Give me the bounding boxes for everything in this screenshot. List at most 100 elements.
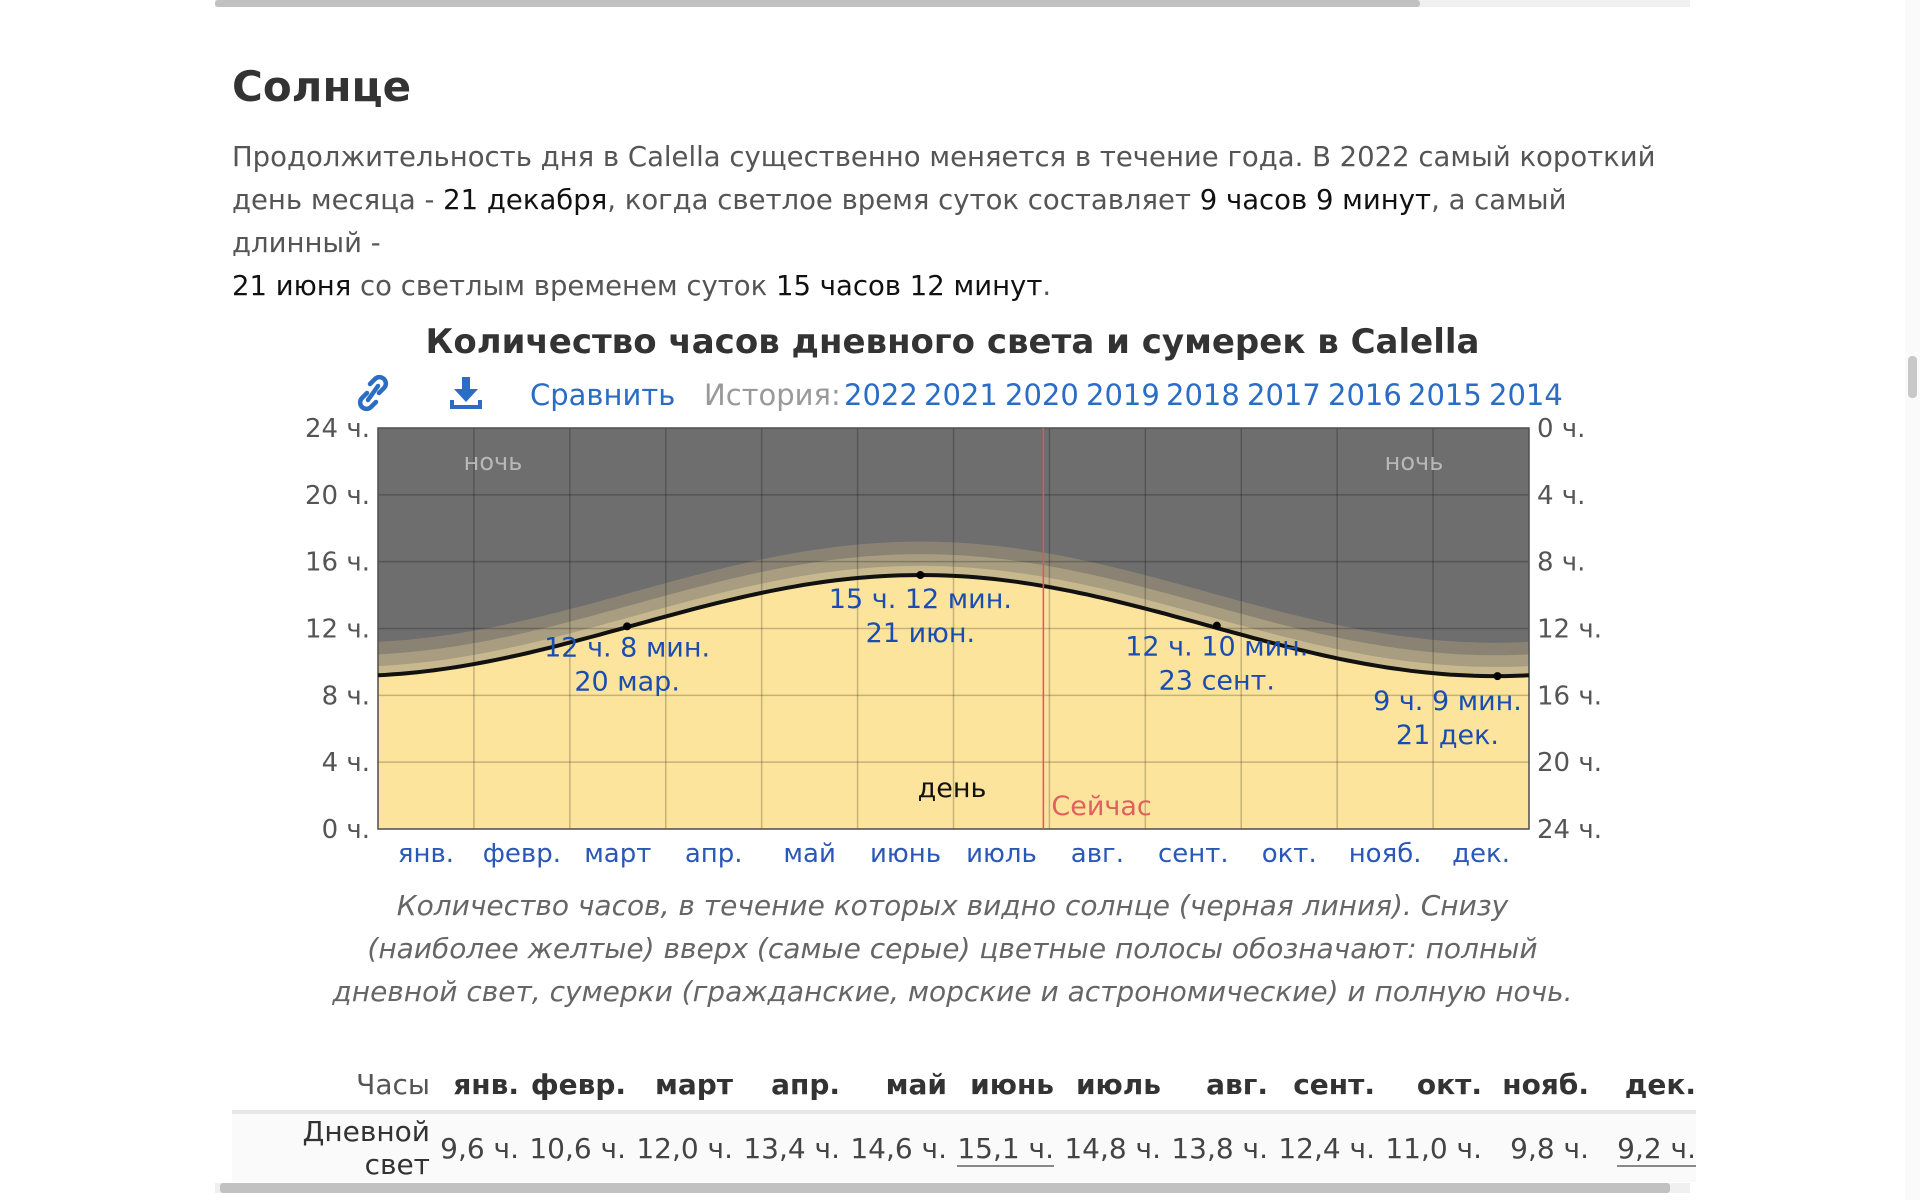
table-cell: 10,6 ч. — [529, 1131, 626, 1165]
annotation-point — [623, 622, 632, 631]
longest-day-duration: 15 часов 12 минут — [775, 270, 1043, 302]
month-header: май — [885, 1067, 947, 1101]
y-tick-label-right: 16 ч. — [1537, 681, 1602, 711]
month-header: февр. — [530, 1067, 626, 1101]
y-tick-label-right: 8 ч. — [1537, 548, 1585, 578]
link-icon[interactable] — [356, 374, 390, 419]
now-marker-label: Сейчас — [1051, 791, 1151, 822]
day-label: день — [918, 773, 987, 804]
table-cell: 12,4 ч. — [1278, 1131, 1375, 1165]
download-icon[interactable] — [448, 374, 484, 419]
chart-title: Количество часов дневного света и сумере… — [425, 322, 1480, 362]
year-link-2021[interactable]: 2021 — [924, 378, 998, 412]
y-tick-label-right: 12 ч. — [1537, 615, 1602, 645]
table-cell-min[interactable]: 9,2 ч. — [1589, 1112, 1696, 1182]
month-header: сент. — [1293, 1067, 1375, 1101]
table-cell: 9,8 ч. — [1510, 1131, 1589, 1165]
x-tick-label-month: нояб. — [1349, 839, 1422, 869]
scrollbar-thumb[interactable] — [220, 1183, 1670, 1193]
annotation-point — [916, 571, 925, 580]
table-cell: 12,0 ч. — [636, 1131, 733, 1165]
daylight-hours-line — [377, 572, 1530, 679]
month-header: нояб. — [1502, 1067, 1589, 1101]
horizontal-scrollbar-top[interactable] — [215, 0, 1690, 7]
annotation-duration: 12 ч. 8 мин. — [544, 632, 710, 663]
vertical-scrollbar[interactable] — [1905, 0, 1920, 1200]
section-title: Солнце — [232, 62, 412, 111]
month-header: апр. — [771, 1067, 840, 1101]
y-tick-label-left: 20 ч. — [305, 481, 370, 511]
month-header: июнь — [970, 1067, 1054, 1101]
chart-toolbar: Сравнить История: 2022 2021 2020 2019 20… — [0, 372, 1920, 420]
year-link-2015[interactable]: 2015 — [1408, 378, 1482, 412]
paragraph-text: со светлым временем суток — [351, 270, 776, 302]
annotation-point — [1212, 621, 1221, 630]
table-cell: 9,6 ч. — [440, 1131, 519, 1165]
month-header: июль — [1075, 1067, 1161, 1101]
horizontal-scrollbar-bottom[interactable] — [215, 1183, 1690, 1193]
y-tick-label-left: 0 ч. — [322, 815, 370, 845]
x-tick-label-month: июль — [966, 839, 1037, 869]
sun-summary-paragraph: Продолжительность дня в Calella существе… — [232, 136, 1672, 308]
paragraph-text: , а самый длинный - — [232, 184, 1567, 259]
compare-button[interactable]: Сравнить — [530, 378, 676, 412]
annotation-date: 21 июн. — [866, 618, 975, 649]
table-cell: 11,0 ч. — [1385, 1131, 1482, 1165]
month-header: авг. — [1206, 1067, 1268, 1101]
annotation-date: 20 мар. — [574, 666, 680, 697]
month-header: окт. — [1416, 1067, 1482, 1101]
annotation-date: 23 сент. — [1159, 666, 1275, 697]
paragraph-text: , когда светлое время суток составляет — [607, 184, 1200, 216]
annotation-date: 21 дек. — [1396, 720, 1499, 751]
shortest-day-duration: 9 часов 9 минут — [1199, 184, 1432, 216]
min-value-link[interactable]: 9,2 ч. — [1617, 1131, 1696, 1167]
annotation-duration: 15 ч. 12 мин. — [829, 584, 1012, 615]
x-tick-label-month: окт. — [1262, 839, 1317, 869]
year-link-2017[interactable]: 2017 — [1247, 378, 1321, 412]
year-link-2022[interactable]: 2022 — [844, 378, 918, 412]
row-label: Дневной свет — [302, 1115, 430, 1181]
y-tick-label-right: 24 ч. — [1537, 815, 1602, 845]
x-tick-label-month: сент. — [1158, 839, 1229, 869]
scrollbar-thumb[interactable] — [1908, 356, 1917, 398]
x-tick-label-month: февр. — [483, 839, 561, 869]
month-header: янв. — [453, 1067, 519, 1101]
night-label-right: ночь — [1385, 448, 1444, 476]
year-link-2014[interactable]: 2014 — [1489, 378, 1563, 412]
table-cell: 14,6 ч. — [850, 1131, 947, 1165]
y-tick-label-left: 24 ч. — [305, 414, 370, 444]
year-link-2016[interactable]: 2016 — [1328, 378, 1402, 412]
shortest-day-date: 21 декабря — [443, 184, 608, 216]
history-label: История: — [704, 378, 841, 412]
table-cell: 14,8 ч. — [1064, 1131, 1161, 1165]
y-tick-label-right: 4 ч. — [1537, 481, 1585, 511]
chart-caption: Количество часов, в течение которых видн… — [332, 889, 1573, 1008]
paragraph-text: . — [1042, 270, 1052, 302]
y-tick-label-left: 8 ч. — [322, 681, 370, 711]
x-tick-label-month: май — [783, 839, 835, 869]
x-tick-label-month: март — [584, 839, 651, 869]
night-label-left: ночь — [464, 448, 523, 476]
annotation-duration: 9 ч. 9 мин. — [1373, 686, 1522, 717]
x-tick-label-month: янв. — [398, 839, 454, 869]
daylight-chart: Сейчас ночь ночь день 12 ч. 8 мин.20 мар. 15 … — [305, 414, 1602, 869]
year-link-2018[interactable]: 2018 — [1166, 378, 1240, 412]
y-tick-label-right: 0 ч. — [1537, 414, 1585, 444]
year-link-2019[interactable]: 2019 — [1086, 378, 1160, 412]
daylight-band — [378, 575, 1529, 829]
longest-day-date: 21 июня — [232, 270, 352, 302]
month-header: март — [654, 1067, 733, 1101]
y-tick-label-left: 4 ч. — [322, 748, 370, 778]
y-tick-label-left: 16 ч. — [305, 548, 370, 578]
month-header: дек. — [1624, 1067, 1696, 1101]
y-tick-label-left: 12 ч. — [305, 615, 370, 645]
table-cell-max[interactable]: 15,1 ч. — [947, 1112, 1054, 1182]
x-tick-label-month: апр. — [685, 839, 743, 869]
scrollbar-thumb[interactable] — [215, 0, 1420, 7]
x-tick-label-month: июнь — [870, 839, 941, 869]
x-tick-label-month: дек. — [1452, 839, 1510, 869]
max-value-link[interactable]: 15,1 ч. — [957, 1131, 1054, 1167]
year-link-2020[interactable]: 2020 — [1005, 378, 1079, 412]
plot-frame — [377, 427, 1530, 830]
table-header-row: Часы янв. февр. март апр. май июнь июль … — [232, 1058, 1696, 1112]
